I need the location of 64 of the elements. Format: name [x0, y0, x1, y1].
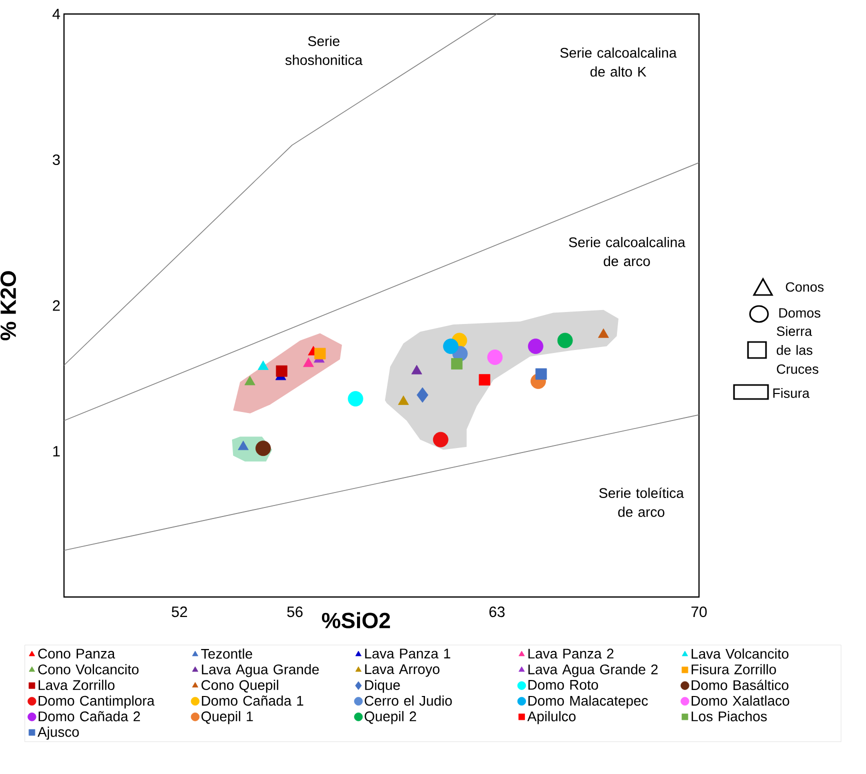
legend-label: Dique	[365, 680, 400, 693]
point	[276, 365, 288, 377]
legend-label: Domo Xalatlaco	[692, 695, 790, 706]
annotation: Serie shoshonitica	[285, 36, 363, 66]
legend-label: Lava Volcancito	[692, 648, 788, 659]
legend-label: Domo Roto	[528, 680, 598, 690]
legend-label: Domo Basáltico	[692, 680, 788, 690]
point	[314, 348, 326, 360]
x-axis-title: %SiO2	[322, 612, 390, 628]
point	[443, 338, 458, 354]
point	[528, 338, 544, 354]
text: Sierra de las Cruces	[776, 326, 818, 374]
legend-label: Cono Quepil	[202, 680, 278, 693]
point	[598, 328, 609, 338]
point	[487, 350, 503, 365]
text: Conos	[786, 282, 824, 292]
legend-label: Tezontle	[201, 648, 252, 659]
legend-label: Cerro el Judio	[364, 695, 452, 706]
point	[258, 360, 269, 370]
legend-label: Lava Zorrillo	[38, 680, 114, 690]
legend-label: Cono Volcancito	[38, 664, 139, 674]
legend-label: Domo Cañada 1	[202, 695, 304, 706]
x-tick-label: 56	[287, 606, 303, 618]
legend-label: Los Piachos	[692, 711, 767, 722]
point	[416, 387, 428, 403]
y-tick-label: 1	[53, 446, 60, 456]
legend-label: Domo Malacatepec	[528, 695, 648, 708]
legend-label: Lava Panza 1	[365, 648, 450, 658]
legend-label: Ajusco	[38, 726, 79, 740]
legend-label: Cono Panza	[38, 648, 116, 659]
point	[244, 376, 256, 386]
y-tick-label: 3	[52, 154, 60, 166]
point	[557, 332, 573, 348]
legend-label: Lava Agua Grande	[202, 664, 319, 678]
legend-label: Quepil 1	[201, 711, 253, 724]
point	[432, 432, 448, 448]
x-tick-label: 70	[691, 606, 707, 618]
legend-label: Domo Cantimplora	[38, 695, 155, 708]
point	[535, 368, 547, 380]
annotation: Serie calcoalcalina de arco	[568, 236, 686, 266]
legend-label: Lava Arroyo	[365, 664, 440, 677]
point	[411, 364, 422, 374]
point	[398, 395, 409, 405]
legend-label: Lava Panza 2	[528, 648, 614, 659]
point	[303, 358, 314, 367]
annotation: Serie toleítica de arco	[599, 488, 684, 517]
point	[348, 391, 364, 406]
text: Domos	[779, 308, 820, 318]
x-tick-label: 52	[172, 606, 188, 618]
point	[451, 358, 463, 370]
x-tick-label: 63	[489, 606, 505, 618]
legend-label: Apilulco	[527, 711, 576, 724]
legend-label: Domo Cañada 2	[38, 711, 140, 722]
annotation: Serie calcoalcalina de alto K	[560, 48, 677, 77]
legend-label: Quepil 2	[364, 711, 416, 724]
point	[478, 374, 490, 386]
y-axis-title: % K2O	[0, 271, 16, 340]
legend-label: Fisura Zorrillo	[692, 664, 776, 674]
y-tick-label: 2	[52, 300, 60, 311]
point	[255, 440, 271, 456]
y-tick-label: 4	[52, 8, 60, 20]
legend-label: Lava Agua Grande 2	[528, 664, 658, 678]
point	[238, 440, 249, 450]
text: Fisura	[773, 388, 810, 398]
